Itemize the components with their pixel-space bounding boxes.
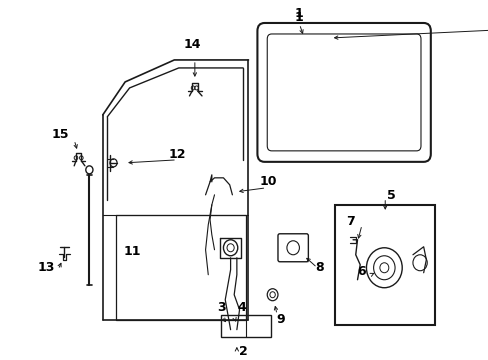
Bar bbox=[220, 315, 270, 337]
Text: 7: 7 bbox=[346, 215, 354, 228]
Text: 2: 2 bbox=[238, 345, 247, 358]
Text: 1: 1 bbox=[294, 12, 303, 24]
Text: 11: 11 bbox=[123, 245, 141, 258]
Text: 10: 10 bbox=[259, 175, 276, 188]
Text: 1: 1 bbox=[294, 8, 303, 21]
Text: 5: 5 bbox=[386, 189, 395, 202]
Text: 15: 15 bbox=[52, 129, 69, 141]
Text: 14: 14 bbox=[183, 39, 201, 51]
Bar bbox=[334, 205, 434, 325]
Text: 13: 13 bbox=[38, 261, 55, 274]
Text: 4: 4 bbox=[237, 301, 245, 314]
Text: 12: 12 bbox=[168, 148, 185, 161]
Text: 3: 3 bbox=[217, 301, 225, 314]
Text: 9: 9 bbox=[276, 313, 285, 326]
Text: 6: 6 bbox=[357, 265, 366, 278]
Text: 8: 8 bbox=[315, 261, 324, 274]
